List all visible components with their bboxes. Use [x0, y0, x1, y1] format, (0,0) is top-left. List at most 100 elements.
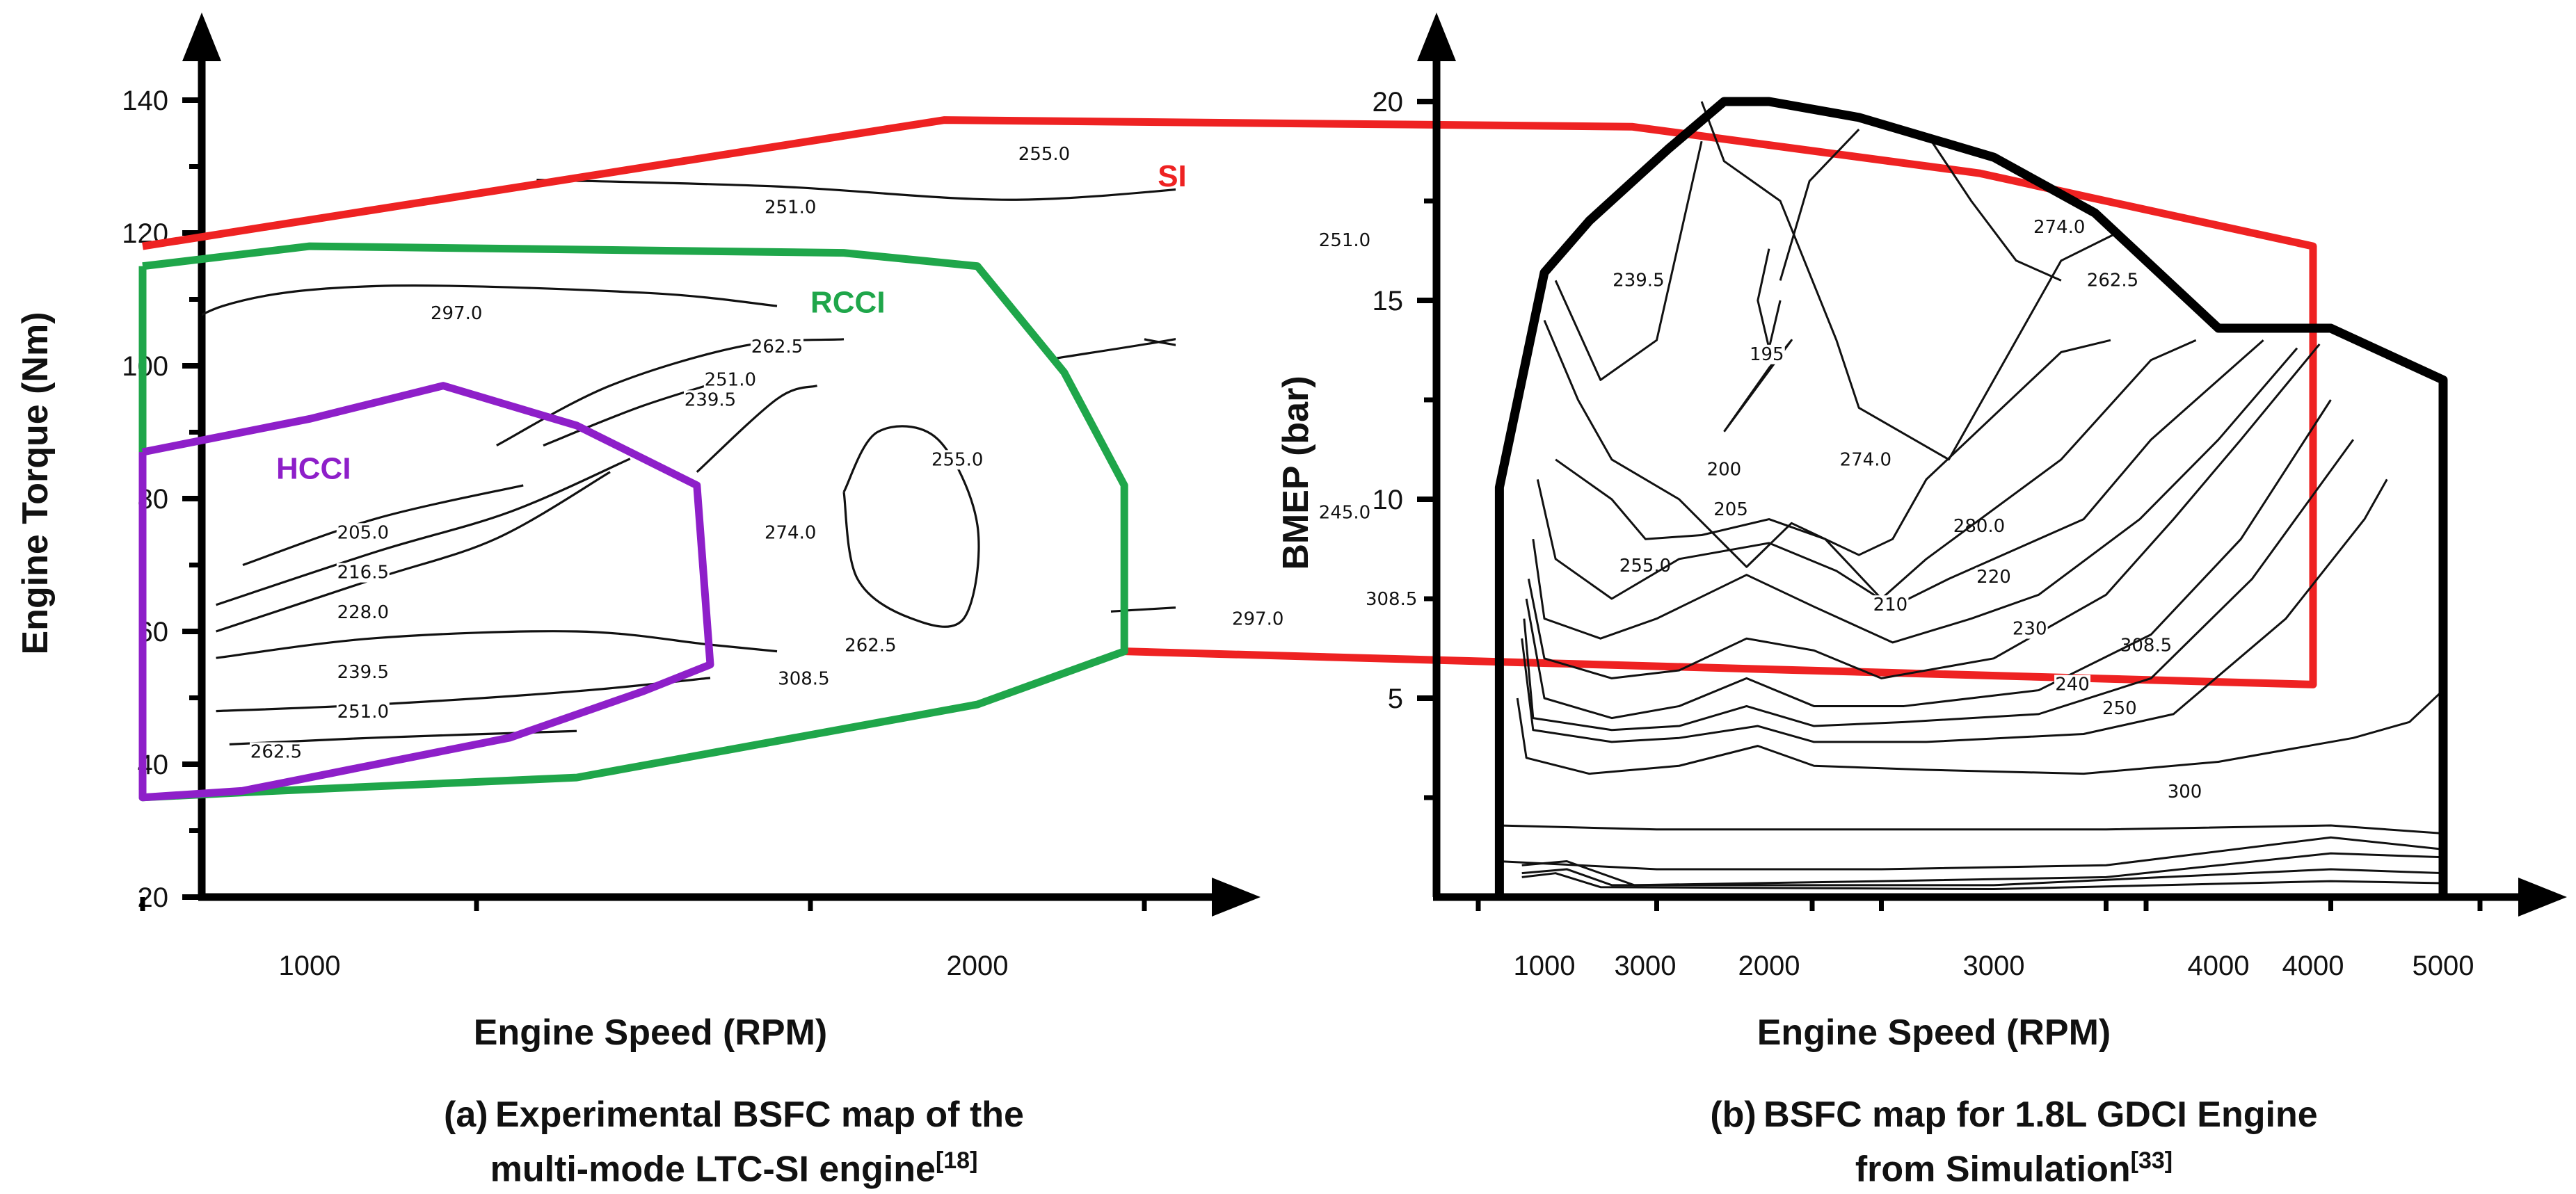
panel-b-contour-label-bg	[1872, 595, 1909, 615]
panel-b-contour-label-bg	[2054, 675, 2091, 695]
panel-a-contour-label: 239.5	[1613, 270, 1664, 291]
panel-b-caption-line2: from Simulation	[1855, 1149, 2131, 1190]
panel-b-y-tick-label: 20	[1373, 87, 1404, 118]
panel-b-y-tick-label: 15	[1373, 286, 1404, 316]
panel-a-contour-label: 251.0	[1319, 230, 1370, 251]
panel-a-axes	[182, 13, 1261, 917]
panel-a-contour-label: 228.0	[337, 602, 389, 623]
panel-a-contour-label: 216.5	[337, 563, 389, 583]
panel-a-contour-label: 251.0	[337, 702, 389, 723]
panel-b-contour-line	[1521, 872, 2444, 891]
panel-a-contour-line	[696, 385, 818, 473]
panel-b-contour-label-bg	[2101, 698, 2138, 718]
panel-b-contour-label: 210	[1873, 595, 1908, 615]
region-rcci-label: RCCI	[810, 286, 886, 320]
panel-a-region-labels: SI RCCI HCCI	[276, 159, 1187, 485]
panel-a-contour-label: 262.5	[845, 636, 896, 656]
panel-b-contour-label-bg	[1976, 567, 2012, 588]
panel-a-x-tick-label: 2000	[947, 951, 1009, 981]
panel-a-contour-line	[842, 425, 980, 628]
region-si-label: SI	[1158, 159, 1187, 193]
panel-a-contour-labels: 255.0 251.0 251.0 274.0 262.5 239.5 297.0 262.5…	[250, 144, 2173, 762]
panel-b-y-axis-title: BMEP (bar)	[1276, 376, 1316, 570]
panel-a-contour-label: 262.5	[751, 337, 803, 357]
panel-b-contour-line	[1521, 478, 2388, 743]
panel-a-contour-label: 262.5	[250, 741, 302, 762]
panel-b-contour-labels: 195 200 205 210 220 230 240 250 300	[1706, 344, 2203, 802]
panel-b-contour-label: 205	[1713, 499, 1748, 520]
panel-b-contour-label-bg	[1706, 460, 1743, 480]
panel-b-y-tick-label: 10	[1373, 485, 1404, 515]
panel-b-contour-line	[1536, 339, 2264, 608]
panel-b-contour-line	[1523, 439, 2355, 732]
panel-b-x-tick-label: 5000	[2413, 951, 2474, 981]
panel-b-contour-line	[1543, 320, 2111, 568]
panel-b-x-tick-label: 1000	[1514, 951, 1576, 981]
region-si-boundary	[142, 116, 2317, 688]
panel-a-contour-line	[216, 677, 711, 713]
panel-a-caption-line2: multi-mode LTC-SI engine	[490, 1149, 936, 1190]
panel-a-y-tick-label: 140	[122, 86, 168, 116]
panel-b-contour-line	[1555, 339, 2197, 600]
panel-b-contour-label-bg	[1748, 344, 1785, 364]
panel-b-operating-boundary	[1494, 97, 2448, 897]
panel-b-contour-label: 250	[2102, 698, 2137, 719]
panel-a-contour-label: 308.5	[778, 668, 829, 689]
panel-a-contour-label: 255.0	[1018, 144, 1070, 165]
panel-a-contour-label: 274.0	[1840, 449, 1891, 470]
panel-a-contour-label: 262.5	[2087, 270, 2138, 291]
panel-a-x-tick-label: 1000	[279, 951, 341, 981]
panel-b-caption-ref: [33]	[2130, 1147, 2173, 1174]
panel-a-contour-label-bg	[1619, 556, 1672, 576]
panel-a-caption-line1: Experimental BSFC map of the	[495, 1095, 1024, 1135]
panel-a-contour-label: 239.5	[337, 662, 389, 683]
panel-a-contour-label: 308.5	[1366, 589, 1417, 610]
panel-a-caption-ref: [18]	[935, 1147, 978, 1174]
panel-a-contour-label-bg	[2086, 271, 2139, 291]
panel-a-contour-label-bg	[1839, 450, 1892, 470]
panel-b-contour-line	[1527, 343, 2321, 679]
panel-a-contour-label-bg	[1318, 503, 1371, 523]
panel-b-x-tick-label: 4000	[2188, 951, 2250, 981]
panel-a-y-axis-title: Engine Torque (Nm)	[15, 312, 56, 654]
panel-b-contour-label-bg	[2166, 782, 2203, 802]
panel-a-contour-label: 255.0	[1619, 556, 1671, 576]
panel-b-contour-label: 200	[1707, 460, 1742, 481]
region-hcci-boundary	[138, 382, 714, 802]
panel-a-contour-line	[1345, 219, 2031, 343]
panel-a-x-tick-label: 4000	[2282, 951, 2344, 981]
panel-b-x-tick-label: 3000	[1963, 951, 2025, 981]
panel-b-contour-label: 230	[2013, 618, 2047, 639]
panel-a-contour-line	[242, 484, 524, 567]
panel-a-contour-label-bg	[931, 450, 984, 470]
panel-a-contour-label: 274.0	[2033, 217, 2085, 238]
panel-a-contour-label-bg	[844, 636, 897, 656]
panel-a-contour-line	[216, 458, 631, 606]
panel-a-contour-lines	[202, 179, 2031, 745]
panel-a-x-ticks: 1000 2000 3000 4000	[140, 897, 2483, 981]
panel-b-caption: (b) BSFC map for 1.8L GDCI Engine from S…	[1510, 1092, 2518, 1192]
panel-a-contour-label: 274.0	[765, 522, 816, 543]
panel-b-contour-lines	[1499, 101, 2445, 891]
panel-a-contour-label-bg	[764, 197, 817, 218]
panel-b-y-tick-label: 5	[1388, 684, 1403, 714]
panel-b-caption-line1: BSFC map for 1.8L GDCI Engine	[1763, 1095, 2318, 1135]
panel-a-contour-label-bg	[336, 563, 390, 583]
panel-b-contour-line	[1532, 347, 2298, 644]
panel-a-y-axis-arrow	[182, 13, 221, 61]
panel-a-contour-label-bg	[336, 702, 390, 723]
panel-a-x-axis-arrow	[1212, 878, 1261, 917]
panel-a-contour-label-bg	[336, 523, 390, 543]
panel-a-x-axis-title: Engine Speed (RPM)	[474, 1013, 827, 1053]
panel-a-contour-label: 205.0	[337, 522, 389, 543]
panel-b-contour-label: 240	[2055, 675, 2090, 695]
panel-a-contour-label-bg	[751, 337, 803, 357]
panel-b-contour-line	[1499, 824, 2444, 834]
panel-b-contour-line	[1700, 101, 2118, 461]
panel-a-regions	[138, 116, 2317, 802]
panel-a-caption: (a) Experimental BSFC map of the multi-m…	[230, 1092, 1238, 1192]
panel-b-x-tick-label: 2000	[1738, 951, 1800, 981]
panel-a-contour-label-bg	[1318, 231, 1371, 251]
